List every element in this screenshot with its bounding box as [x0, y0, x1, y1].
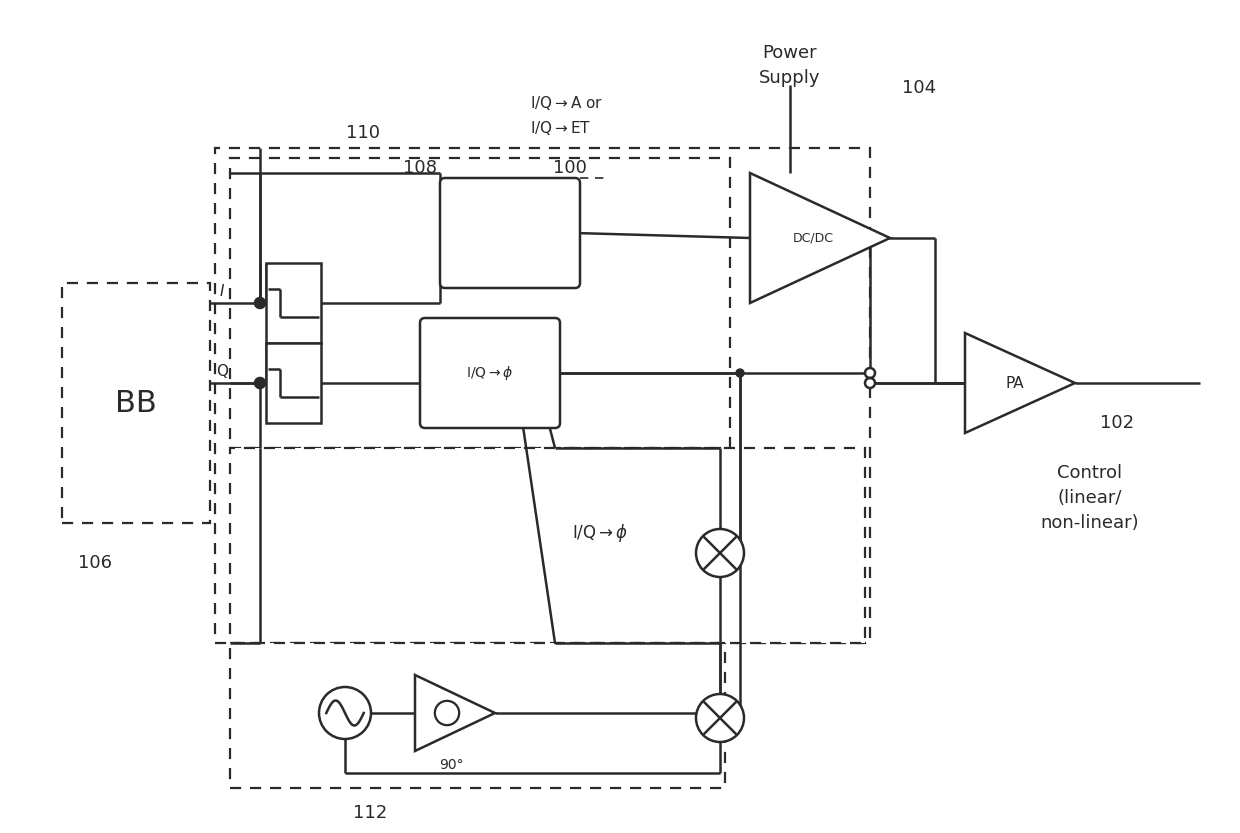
- Bar: [267, 263, 321, 343]
- Text: Control: Control: [1058, 464, 1122, 482]
- Text: DC/DC: DC/DC: [792, 232, 833, 245]
- Text: 108: 108: [403, 159, 436, 177]
- Bar: [267, 343, 321, 423]
- Polygon shape: [415, 675, 495, 751]
- Circle shape: [696, 529, 744, 577]
- Text: 106: 106: [78, 554, 112, 572]
- Circle shape: [435, 701, 459, 726]
- Polygon shape: [965, 333, 1075, 433]
- Circle shape: [255, 378, 265, 388]
- Bar: [229, 448, 866, 643]
- Text: Q: Q: [216, 363, 228, 378]
- Text: Power: Power: [763, 44, 817, 62]
- Text: I: I: [219, 283, 224, 298]
- Text: (linear/: (linear/: [1058, 489, 1122, 507]
- Text: 102: 102: [1100, 414, 1135, 432]
- FancyBboxPatch shape: [420, 318, 560, 428]
- Text: PA: PA: [1006, 376, 1024, 391]
- Text: 90°: 90°: [439, 758, 464, 772]
- Text: 112: 112: [353, 804, 387, 822]
- Circle shape: [255, 298, 265, 308]
- Circle shape: [866, 368, 875, 378]
- Text: non-linear): non-linear): [1040, 514, 1140, 532]
- Text: I/Q$\rightarrow$A or: I/Q$\rightarrow$A or: [529, 94, 604, 112]
- Bar: [229, 643, 725, 788]
- Text: 100: 100: [553, 159, 587, 177]
- Text: I/Q$\rightarrow\phi$: I/Q$\rightarrow\phi$: [466, 364, 513, 382]
- Text: I/Q$\rightarrow\phi$: I/Q$\rightarrow\phi$: [572, 522, 629, 544]
- Circle shape: [255, 299, 264, 307]
- Bar: [62, 283, 210, 523]
- Text: 110: 110: [346, 124, 379, 142]
- Polygon shape: [750, 173, 890, 303]
- Text: BB: BB: [115, 388, 157, 417]
- Circle shape: [866, 378, 875, 388]
- Text: I/Q$\rightarrow$ET: I/Q$\rightarrow$ET: [529, 119, 591, 137]
- FancyBboxPatch shape: [440, 178, 580, 288]
- Circle shape: [737, 369, 744, 377]
- Text: 104: 104: [901, 79, 936, 97]
- Circle shape: [696, 694, 744, 742]
- Bar: [229, 158, 730, 448]
- Circle shape: [319, 687, 371, 739]
- Circle shape: [255, 379, 264, 387]
- Text: Supply: Supply: [759, 69, 821, 87]
- Bar: [215, 148, 870, 643]
